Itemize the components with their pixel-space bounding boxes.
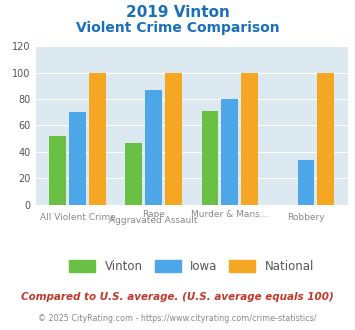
Bar xyxy=(49,136,66,205)
Text: Murder & Mans...: Murder & Mans... xyxy=(191,210,268,218)
Bar xyxy=(165,73,182,205)
Text: All Violent Crime: All Violent Crime xyxy=(39,213,115,222)
Text: Compared to U.S. average. (U.S. average equals 100): Compared to U.S. average. (U.S. average … xyxy=(21,292,334,302)
Text: Violent Crime Comparison: Violent Crime Comparison xyxy=(76,21,279,35)
Bar xyxy=(145,90,162,205)
Bar xyxy=(125,143,142,205)
Text: Aggravated Assault: Aggravated Assault xyxy=(109,216,198,225)
Legend: Vinton, Iowa, National: Vinton, Iowa, National xyxy=(65,255,319,277)
Text: Rape: Rape xyxy=(142,210,165,218)
Bar xyxy=(297,160,315,205)
Bar xyxy=(241,73,258,205)
Bar xyxy=(69,112,86,205)
Bar xyxy=(222,99,238,205)
Text: © 2025 CityRating.com - https://www.cityrating.com/crime-statistics/: © 2025 CityRating.com - https://www.city… xyxy=(38,314,317,323)
Bar xyxy=(89,73,105,205)
Bar xyxy=(317,73,334,205)
Text: Robbery: Robbery xyxy=(287,213,325,222)
Bar xyxy=(202,111,218,205)
Text: 2019 Vinton: 2019 Vinton xyxy=(126,5,229,20)
